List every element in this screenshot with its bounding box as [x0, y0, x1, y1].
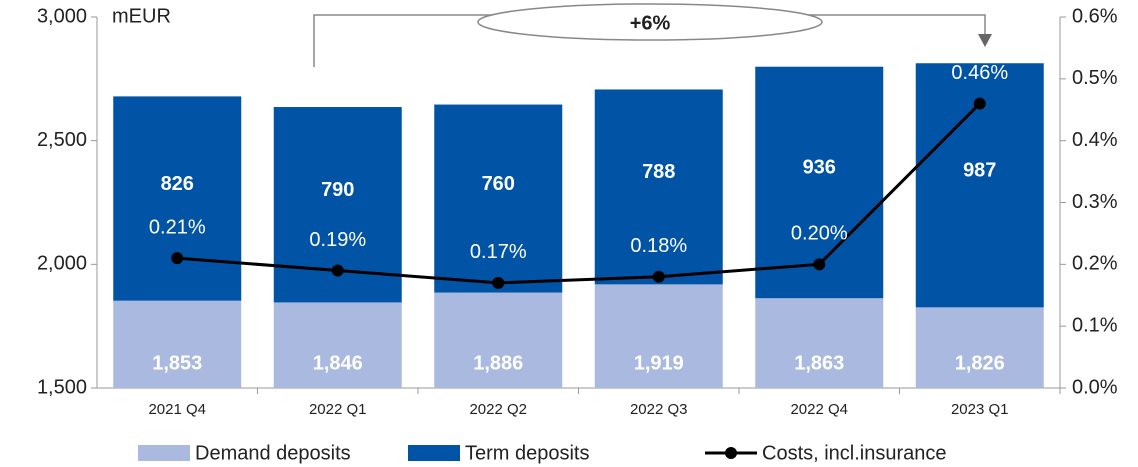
y2-tick-label: 0.0%: [1072, 376, 1118, 398]
bar-0: [434, 292, 563, 388]
growth-ellipse: [477, 3, 823, 41]
line-point: [813, 258, 826, 271]
bar-value-label: 1,853: [152, 352, 202, 374]
line-value-label: 0.46%: [951, 62, 1008, 84]
bar-value-label: 1,886: [473, 352, 523, 374]
x-tick-label: 2022 Q1: [309, 401, 367, 418]
bar-value-label: 790: [321, 179, 354, 201]
line-point: [973, 97, 986, 110]
bar-value-label: 987: [963, 160, 996, 182]
legend-label: Demand deposits: [195, 442, 351, 464]
x-tick-label: 2023 Q1: [951, 401, 1009, 418]
y2-tick-label: 0.5%: [1072, 67, 1118, 89]
legend-swatch: [138, 445, 190, 461]
y-tick-label: 2,500: [37, 129, 87, 151]
line-value-label: 0.21%: [149, 216, 206, 238]
bar-value-label: 788: [642, 161, 675, 183]
line-point: [171, 252, 184, 265]
legend-label: Term deposits: [465, 442, 590, 464]
bar-value-label: 760: [482, 173, 515, 195]
y-tick-label: 2,000: [37, 253, 87, 275]
bar-value-label: 1,863: [794, 352, 844, 374]
bar-value-label: 936: [803, 157, 836, 179]
bar-value-label: 826: [161, 173, 194, 195]
bar-0: [273, 302, 402, 388]
legend-marker: [725, 447, 737, 459]
bar-value-label: 1,826: [955, 352, 1005, 374]
x-tick-label: 2022 Q2: [469, 401, 527, 418]
line-value-label: 0.17%: [470, 241, 527, 263]
bar-0: [113, 300, 242, 388]
bar-value-label: 1,846: [313, 352, 363, 374]
y2-tick-label: 0.4%: [1072, 129, 1118, 151]
bar-0: [594, 284, 723, 388]
line-2: [177, 102, 981, 285]
x-tick-label: 2021 Q4: [148, 401, 206, 418]
line-value-label: 0.18%: [630, 235, 687, 257]
y2-tick-label: 0.3%: [1072, 191, 1118, 213]
bar-0: [755, 298, 884, 388]
y2-tick-label: 0.6%: [1072, 5, 1118, 27]
line-value-label: 0.19%: [309, 229, 366, 251]
bar-1: [434, 104, 563, 293]
y2-tick-label: 0.2%: [1072, 253, 1118, 275]
bar-1: [113, 96, 242, 301]
bar-1: [594, 89, 723, 285]
line-value-label: 0.20%: [791, 223, 848, 245]
unit-label: mEUR: [112, 5, 171, 27]
growth-label: +6%: [630, 12, 671, 34]
y-tick-label: 3,000: [37, 5, 87, 27]
bar-value-label: 1,919: [634, 352, 684, 374]
y2-tick-label: 0.1%: [1072, 314, 1118, 336]
legend-swatch: [408, 445, 460, 461]
x-tick-label: 2022 Q4: [790, 401, 848, 418]
bar-0: [915, 307, 1044, 388]
line-point: [652, 270, 665, 283]
legend-label: Costs, incl.insurance: [762, 442, 947, 464]
line-point: [492, 276, 505, 289]
line-point: [331, 264, 344, 277]
x-tick-label: 2022 Q3: [630, 401, 688, 418]
y-tick-label: 1,500: [37, 376, 87, 398]
arrow-head: [978, 34, 992, 47]
